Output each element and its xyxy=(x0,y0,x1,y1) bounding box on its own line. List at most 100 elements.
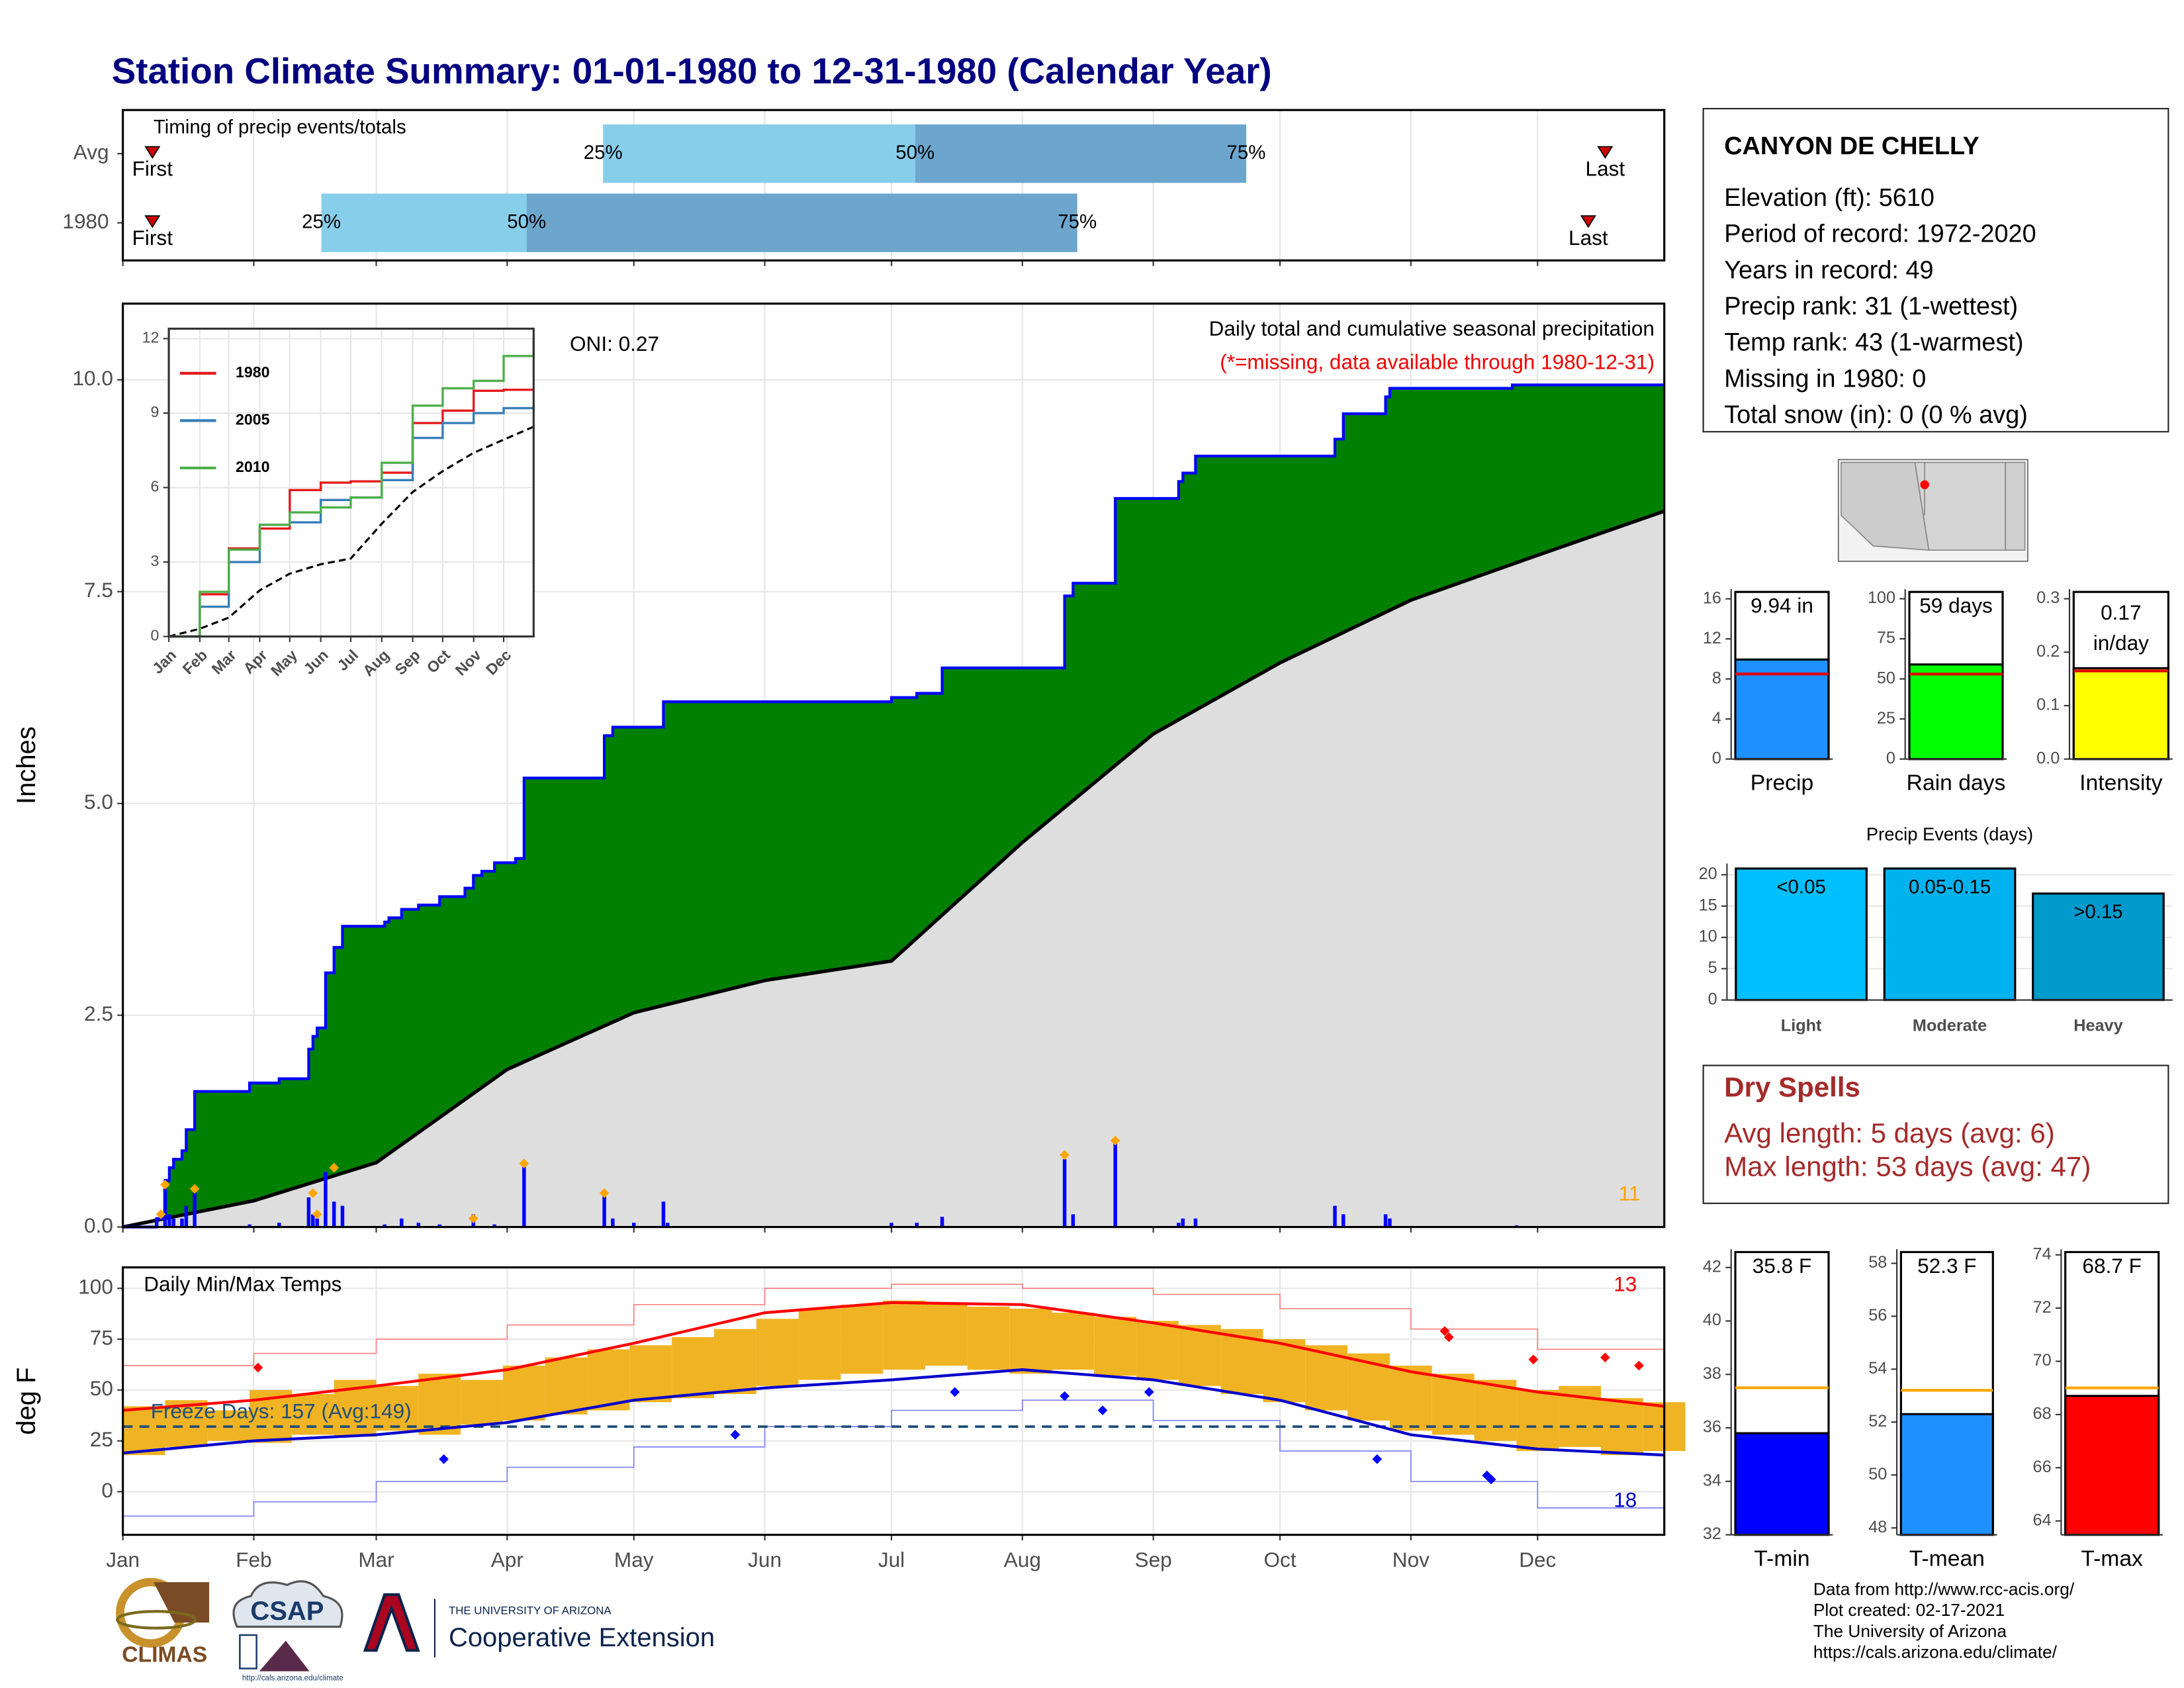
event-marker xyxy=(1580,215,1596,228)
daily-bar xyxy=(940,1217,944,1227)
daily-bar xyxy=(437,1224,441,1227)
locator-map xyxy=(1837,459,2028,562)
event-label: First xyxy=(132,157,173,181)
y-tick-label: 0 xyxy=(1712,749,1721,767)
record-marker xyxy=(1060,1391,1069,1401)
y-tick-label: 0 xyxy=(1708,990,1717,1008)
chart-title: Daily Min/Max Temps xyxy=(144,1272,341,1295)
event-marker xyxy=(144,146,161,160)
average-line xyxy=(122,509,1665,1229)
category-label: T-min xyxy=(1754,1546,1809,1571)
daily-bar xyxy=(661,1201,666,1227)
daily-bar xyxy=(1113,1142,1117,1227)
event-marker xyxy=(1597,146,1614,160)
average-temp-line xyxy=(122,1301,1664,1412)
y-tick-label: 9 xyxy=(150,403,159,420)
y-tick-label: 6 xyxy=(150,478,159,495)
daily-bar xyxy=(915,1223,919,1227)
station-line: Precip rank: 31 (1-wettest) xyxy=(1724,293,2018,320)
y-tick-label: 74 xyxy=(2033,1244,2052,1263)
daily-bar xyxy=(315,1218,319,1227)
y-tick-label: 5 xyxy=(1708,959,1717,977)
x-tick-label: Feb xyxy=(236,1548,271,1571)
dry-spells-title: Dry Spells xyxy=(1724,1071,1860,1102)
daily-bar xyxy=(332,1201,336,1227)
temp-range xyxy=(1389,1365,1432,1431)
category-label: Precip xyxy=(1751,771,1813,795)
station-line: Temp rank: 43 (1-warmest) xyxy=(1724,329,2023,357)
temp-range xyxy=(883,1300,926,1370)
station-name: CANYON DE CHELLY xyxy=(1724,132,1979,160)
daily-bar xyxy=(171,1218,175,1227)
bar xyxy=(1734,658,1830,761)
x-tick-label: Apr xyxy=(491,1548,523,1571)
y-tick-label: 10.0 xyxy=(73,366,113,390)
bar xyxy=(1734,1432,1830,1536)
station-line: Missing in 1980: 0 xyxy=(1724,365,1926,393)
percent-label: 50% xyxy=(895,142,934,164)
record-line xyxy=(122,1399,1665,1517)
y-tick-label: 10 xyxy=(1699,927,1717,946)
record-high-count: 13 xyxy=(1614,1272,1637,1295)
row-label: Avg xyxy=(73,140,109,164)
y-tick-label: 42 xyxy=(1703,1257,1721,1276)
y-tick-label: 54 xyxy=(1868,1359,1887,1378)
cumulative-line xyxy=(122,383,1664,1229)
y-tick-label: 75 xyxy=(1877,629,1895,647)
station-box xyxy=(1702,108,2169,433)
y-tick-label: 32 xyxy=(1703,1524,1721,1543)
daily-bar xyxy=(1071,1214,1075,1227)
y-tick-label: 25 xyxy=(1877,709,1895,727)
y-tick-label: 20 xyxy=(1699,865,1717,883)
y-tick-label: 0.2 xyxy=(2036,642,2060,661)
x-tick-label: Nov xyxy=(1392,1548,1430,1571)
y-tick-label: 0 xyxy=(1886,749,1895,767)
value-label: 0.17 in/day xyxy=(2093,600,2149,655)
plot-frame xyxy=(122,1266,1666,1536)
y-tick-label: 50 xyxy=(1868,1465,1887,1483)
temp-range xyxy=(418,1374,461,1435)
station-location xyxy=(1920,480,1929,489)
extreme-marker xyxy=(156,1209,166,1219)
temp-range xyxy=(1094,1317,1137,1376)
chart-title: Precip Events (days) xyxy=(1866,824,2033,845)
y-tick-label: 0.0 xyxy=(84,1213,113,1237)
logo-text: THE UNIVERSITY OF ARIZONA xyxy=(449,1605,612,1617)
category-label: T-max xyxy=(2081,1546,2143,1571)
x-tick-label: May xyxy=(614,1548,654,1571)
category-label: Moderate xyxy=(1913,1016,1987,1035)
timing-bar xyxy=(915,124,1247,183)
temp-range xyxy=(672,1336,714,1399)
x-tick-label: Mar xyxy=(358,1548,394,1571)
x-tick-label: Jul xyxy=(878,1548,905,1571)
temp-range xyxy=(165,1400,208,1447)
chart-subtitle: (*=missing, data available through 1980-… xyxy=(1220,350,1655,373)
record-low-count: 18 xyxy=(1614,1487,1637,1511)
y-tick-label: 12 xyxy=(1703,629,1721,647)
x-tick-label: Dec xyxy=(1519,1548,1556,1571)
percent-label: 75% xyxy=(1227,142,1266,164)
daily-bar xyxy=(1181,1218,1185,1227)
logo-text: http://cals.arizona.edu/climate xyxy=(242,1674,343,1682)
daily-bar xyxy=(602,1193,606,1227)
y-tick-label: 70 xyxy=(2033,1351,2052,1370)
bar xyxy=(1908,663,2004,761)
series-line xyxy=(169,338,535,638)
y-tick-label: 48 xyxy=(1868,1518,1887,1536)
csap-mountain xyxy=(259,1640,310,1671)
daily-bar xyxy=(522,1163,526,1227)
daily-bar xyxy=(1383,1214,1388,1227)
ua-logo xyxy=(363,1593,420,1652)
daily-bar xyxy=(324,1172,328,1227)
average-area xyxy=(122,511,1664,1227)
freeze-label: Freeze Days: 157 (Avg:149) xyxy=(151,1399,412,1423)
y-axis-label: Inches xyxy=(12,726,41,804)
bin-label: 0.05-0.15 xyxy=(1909,876,1991,898)
daily-bar xyxy=(1388,1218,1392,1227)
y-tick-label: 25 xyxy=(90,1427,113,1451)
legend-label: 2005 xyxy=(236,411,270,428)
event-label: First xyxy=(132,226,173,250)
category-label: T-mean xyxy=(1909,1546,1985,1571)
station-line: Years in record: 49 xyxy=(1724,256,1933,284)
y-tick-label: 50 xyxy=(90,1376,113,1400)
